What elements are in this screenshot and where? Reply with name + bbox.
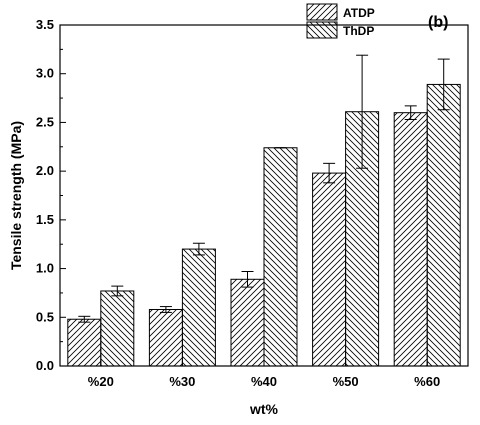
y-tick-label: 1.0 — [36, 261, 54, 276]
bars-group — [67, 83, 461, 367]
x-axis-ticks: %20 %30 %40 %50 %60 — [88, 361, 440, 389]
y-tick-label: 2.0 — [36, 163, 54, 178]
error-bars-group — [78, 54, 450, 323]
panel-label: (b) — [428, 14, 448, 31]
legend-swatch-thdp — [306, 21, 338, 39]
bar-thdp-pct40 — [263, 147, 298, 367]
legend-label-thdp: ThDP — [343, 24, 374, 38]
bar-atdp-pct60 — [393, 112, 428, 367]
y-tick-label: 1.5 — [36, 212, 54, 227]
x-tick-label: %50 — [333, 374, 359, 389]
bar-thdp-pct20 — [100, 290, 135, 367]
bar-atdp-pct20 — [67, 318, 102, 367]
x-tick-label: %40 — [251, 374, 277, 389]
bar-atdp-pct40 — [230, 278, 265, 367]
y-tick-label: 0.5 — [36, 309, 54, 324]
y-tick-label: 2.5 — [36, 114, 54, 129]
x-tick-label: %30 — [169, 374, 195, 389]
x-tick-label: %60 — [414, 374, 440, 389]
x-tick-label: %20 — [88, 374, 114, 389]
legend-label-atdp: ATDP — [343, 6, 375, 20]
y-tick-label: 0.0 — [36, 358, 54, 373]
legend-swatch-atdp — [306, 3, 338, 21]
y-axis-title: Tensile strength (MPa) — [8, 121, 24, 270]
y-axis-ticks: 0.0 0.5 1.0 1.5 2.0 2.5 3.0 3.5 — [36, 17, 66, 373]
y-tick-label: 3.0 — [36, 66, 54, 81]
x-axis-title: wt% — [249, 401, 279, 417]
bar-atdp-pct50 — [312, 172, 347, 367]
bar-thdp-pct60 — [426, 83, 461, 367]
y-tick-label: 3.5 — [36, 17, 54, 32]
bar-atdp-pct30 — [148, 308, 183, 367]
bar-thdp-pct30 — [181, 248, 216, 367]
legend: ATDP ThDP — [306, 3, 375, 39]
